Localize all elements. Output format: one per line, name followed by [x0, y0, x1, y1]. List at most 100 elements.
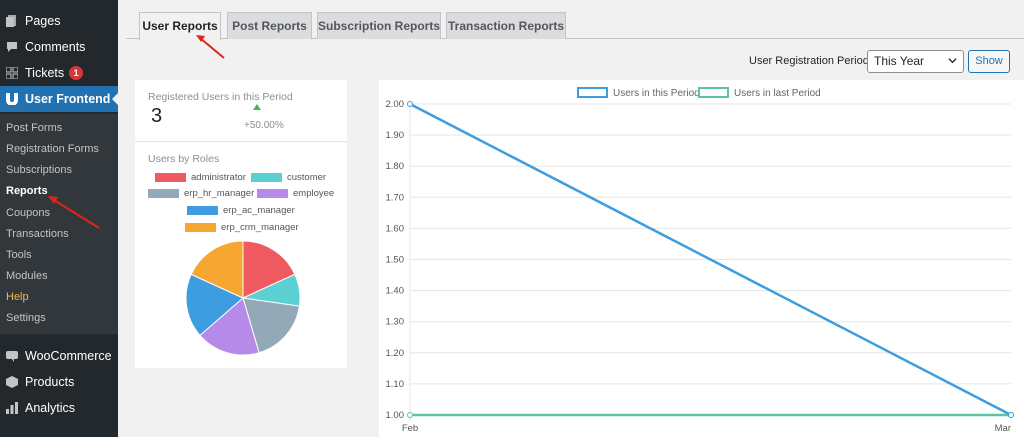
- submenu-tools[interactable]: Tools: [6, 249, 32, 261]
- pie-slice-erp-hr-manager[interactable]: [242, 297, 300, 354]
- y-tick-label: 1.80: [386, 161, 405, 172]
- legend-swatch: [251, 173, 282, 182]
- analytics-icon: [6, 402, 18, 414]
- sidebar-item-label: Analytics: [25, 401, 76, 415]
- submenu-transactions[interactable]: Transactions: [6, 228, 69, 240]
- legend-erp-hr-manager[interactable]: erp_hr_manager: [148, 188, 254, 199]
- pie-slice-erp-ac-manager[interactable]: [185, 273, 244, 337]
- legend-label: erp_ac_manager: [223, 205, 295, 216]
- tickets-count-badge: 1: [69, 66, 84, 80]
- period-select[interactable]: This Year: [867, 50, 964, 73]
- legend-customer[interactable]: customer: [251, 172, 326, 183]
- users-by-roles-label: Users by Roles: [148, 153, 220, 165]
- sidebar-item-label: Products: [25, 375, 75, 389]
- submenu-post-forms[interactable]: Post Forms: [6, 122, 63, 134]
- comments-icon: [6, 41, 18, 53]
- period-label: User Registration Period:: [749, 55, 872, 67]
- submenu-registration-forms[interactable]: Registration Forms: [6, 143, 99, 155]
- products-icon: [6, 376, 18, 388]
- y-tick-label: 1.70: [386, 192, 405, 203]
- submenu-modules[interactable]: Modules: [6, 270, 48, 282]
- data-point[interactable]: [407, 412, 413, 418]
- y-tick-label: 1.10: [386, 379, 405, 390]
- registered-users-change: +50.00%: [244, 120, 284, 131]
- sidebar-item-woocommerce[interactable]: WooCommerce: [0, 343, 118, 369]
- legend-label: erp_crm_manager: [221, 222, 299, 233]
- legend-item-series[interactable]: Users in last Period: [698, 87, 821, 99]
- legend-administrator[interactable]: administrator: [155, 172, 246, 183]
- user-registration-line-chart: Users in this Period Users in last Period…: [386, 87, 1014, 434]
- legend-label: erp_hr_manager: [184, 188, 255, 199]
- legend-swatch: [148, 189, 179, 198]
- show-button[interactable]: Show: [968, 50, 1010, 73]
- sidebar-item-label: Comments: [25, 40, 86, 54]
- pie-slice-employee[interactable]: [199, 297, 260, 356]
- sidebar-item-label: WooCommerce: [25, 349, 112, 363]
- divider: [135, 141, 347, 142]
- tab-post-reports[interactable]: Post Reports: [227, 12, 312, 39]
- x-tick-label: Mar: [995, 423, 1011, 434]
- tab-transaction-reports[interactable]: Transaction Reports: [446, 12, 566, 39]
- legend-label: Users in last Period: [734, 88, 821, 99]
- period-select-value: This Year: [874, 54, 925, 68]
- registered-users-label: Registered Users in this Period: [148, 91, 293, 103]
- trend-up-icon: [253, 104, 261, 110]
- legend-swatch: [185, 223, 216, 232]
- legend-label: customer: [287, 172, 327, 183]
- user-stats-panel: Registered Users in this Period 3 +50.00…: [135, 80, 347, 368]
- sidebar-item-analytics[interactable]: Analytics: [0, 395, 118, 421]
- pie-slice-erp-crm-manager[interactable]: [190, 240, 244, 299]
- y-tick-label: 1.50: [386, 255, 405, 266]
- sidebar-item-comments[interactable]: Comments: [0, 34, 118, 60]
- pages-icon: [6, 15, 18, 27]
- report-tabs: User Reports Post Reports Subscription R…: [126, 0, 1024, 40]
- legend-employee[interactable]: employee: [257, 188, 334, 199]
- sidebar-item-user-frontend[interactable]: User Frontend: [0, 86, 118, 112]
- submenu-subscriptions[interactable]: Subscriptions: [6, 164, 73, 176]
- sidebar-item-label: Pages: [25, 14, 61, 28]
- legend-swatch: [698, 87, 729, 98]
- legend-erp-crm-manager[interactable]: erp_crm_manager: [185, 222, 299, 233]
- submenu-help[interactable]: Help: [6, 291, 29, 303]
- pie-slice-administrator[interactable]: [242, 240, 296, 299]
- submenu-coupons[interactable]: Coupons: [6, 207, 51, 219]
- y-tick-label: 1.30: [386, 317, 405, 328]
- legend-swatch: [257, 189, 288, 198]
- registered-users-count: 3: [151, 105, 163, 127]
- legend-swatch: [577, 87, 608, 98]
- sidebar-item-products[interactable]: Products: [0, 369, 118, 395]
- data-point[interactable]: [1008, 412, 1014, 418]
- y-tick-label: 1.00: [386, 410, 405, 421]
- y-tick-label: 1.60: [386, 223, 405, 234]
- data-point[interactable]: [407, 101, 413, 107]
- y-tick-label: 1.40: [386, 286, 405, 297]
- x-tick-label: Feb: [402, 423, 418, 434]
- tickets-icon: [5, 66, 19, 80]
- sidebar-item-label: Tickets: [25, 66, 65, 80]
- legend-label: Users in this Period: [613, 88, 700, 99]
- submenu-reports[interactable]: Reports: [6, 185, 48, 197]
- y-tick-label: 2.00: [386, 99, 405, 110]
- user-registration-chart-panel: Users in this Period Users in last Period…: [379, 80, 1024, 437]
- y-tick-label: 1.20: [386, 348, 405, 359]
- roles-pie-chart: [185, 240, 301, 356]
- y-tick-label: 1.90: [386, 130, 405, 141]
- legend-swatch: [155, 173, 186, 182]
- series-line: [409, 102, 1012, 417]
- woocommerce-icon: [6, 350, 18, 362]
- user-frontend-submenu: Post Forms Registration Forms Subscripti…: [0, 114, 118, 334]
- admin-sidebar: Pages Comments Tickets 1 User Frontend P…: [0, 0, 118, 437]
- legend-label: administrator: [191, 172, 246, 183]
- sidebar-item-tickets[interactable]: Tickets 1: [0, 60, 118, 86]
- tab-user-reports[interactable]: User Reports: [139, 12, 221, 40]
- submenu-settings[interactable]: Settings: [6, 312, 46, 324]
- sidebar-item-pages[interactable]: Pages: [0, 8, 118, 34]
- legend-swatch: [187, 206, 218, 215]
- legend-erp-ac-manager[interactable]: erp_ac_manager: [187, 205, 295, 216]
- tab-subscription-reports[interactable]: Subscription Reports: [317, 12, 441, 39]
- chevron-down-icon: [948, 58, 957, 64]
- legend-label: employee: [293, 188, 335, 199]
- user-frontend-icon: [6, 93, 18, 106]
- legend-item-series[interactable]: Users in this Period: [577, 87, 700, 99]
- sidebar-item-label: User Frontend: [25, 92, 111, 106]
